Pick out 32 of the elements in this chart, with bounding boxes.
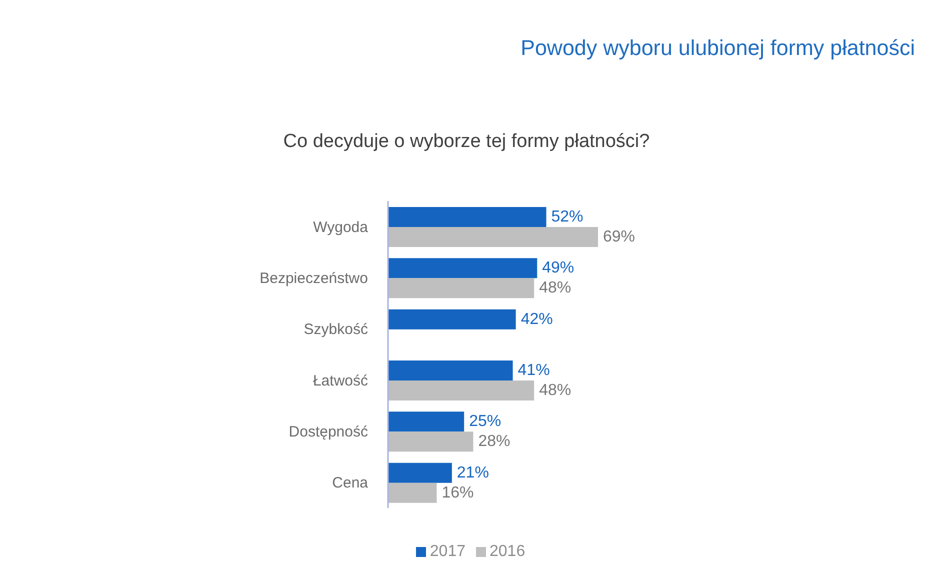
data-label: 49% <box>542 260 574 277</box>
bar <box>388 412 464 432</box>
y-tick-label: Łatwość <box>312 372 368 390</box>
data-label: 25% <box>469 413 502 430</box>
text: Powody wyboru ulubionej formy płatności <box>520 36 915 61</box>
chart-subtitle: Co decyduje o wyborze tej formy płatności? <box>283 131 650 152</box>
legend-label: 2016 <box>490 543 526 560</box>
data-label: 41% <box>518 362 550 379</box>
data-label: 28% <box>478 433 510 450</box>
data-label: 69% <box>603 228 636 246</box>
data-label: 48% <box>539 382 572 399</box>
bar <box>388 309 516 330</box>
bar <box>388 258 538 278</box>
y-tick-label: Szybkość <box>304 321 368 338</box>
y-tick-label: Cena <box>332 474 369 492</box>
bar <box>388 380 534 400</box>
data-label: 42% <box>520 310 553 328</box>
y-tick-label: Dostępność <box>288 424 368 441</box>
data-label: 21% <box>456 464 489 482</box>
data-label: 16% <box>442 484 474 502</box>
bar <box>388 462 452 483</box>
bar <box>388 360 513 380</box>
data-label: 48% <box>539 280 572 297</box>
data-label: 52% <box>551 208 584 226</box>
y-tick-label: Bezpieczeństwo <box>260 270 368 288</box>
legend-label: 2017 <box>430 543 466 560</box>
bar <box>388 207 546 227</box>
bar <box>388 482 437 503</box>
bar <box>388 432 474 452</box>
bar <box>388 227 598 247</box>
y-tick-label: Wygoda <box>313 218 369 236</box>
bar <box>388 278 534 298</box>
